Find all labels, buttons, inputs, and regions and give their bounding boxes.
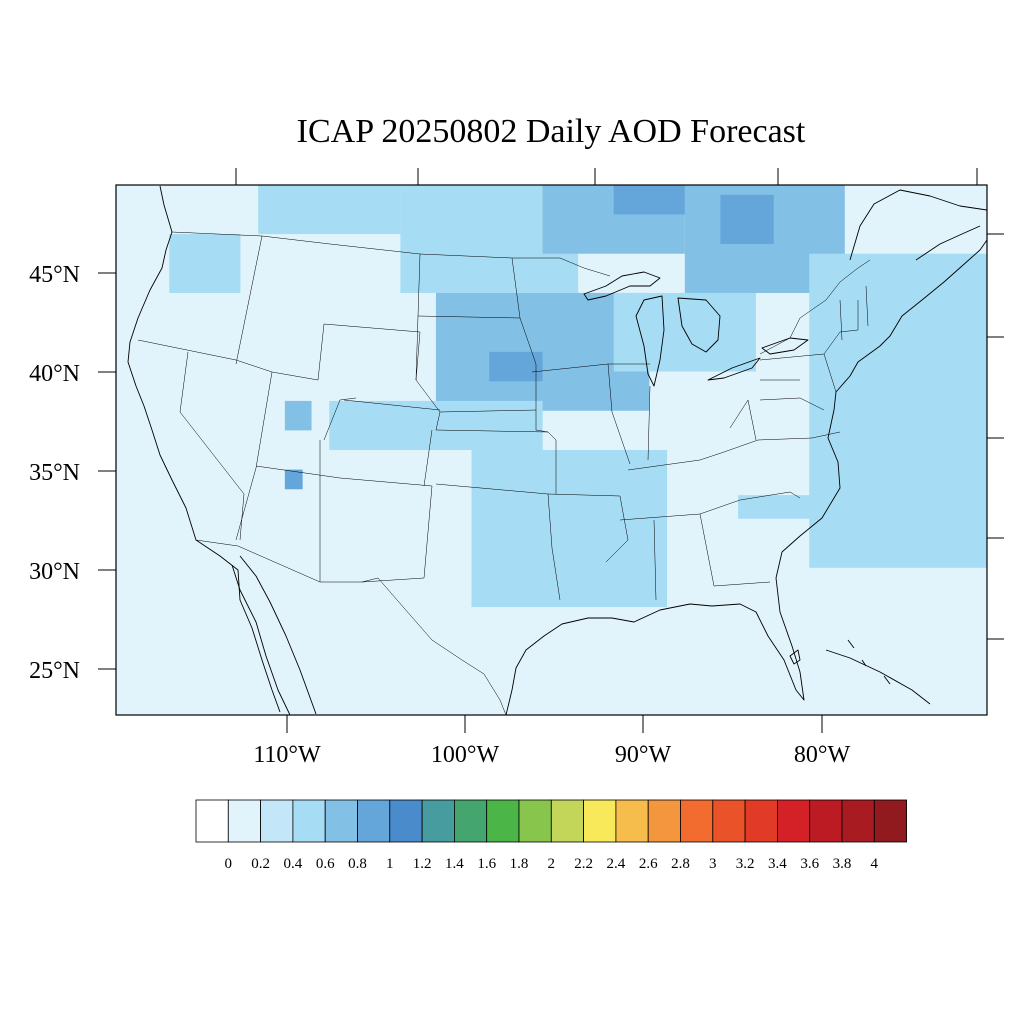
us-canada-border-east (759, 259, 871, 355)
colorbar-swatch-13 (615, 799, 649, 843)
colorbar-swatch-3 (292, 799, 326, 843)
aod-region-11 (284, 469, 303, 490)
aod-region-5 (613, 185, 685, 215)
colorbar-label-7: 1.4 (445, 856, 464, 872)
colorbar-label-3: 0.6 (316, 856, 335, 872)
mexico-west-coastline (239, 555, 317, 715)
aod-region-8 (613, 292, 756, 372)
colorbar-label-4: 0.8 (348, 856, 367, 872)
colorbar-swatch-6 (389, 799, 423, 843)
great-lakes-erie (707, 357, 761, 381)
cuba-coastline (825, 649, 931, 705)
colorbar-label-0: 0 (225, 856, 233, 872)
lon-label-110w: 110°W (253, 742, 321, 768)
canada-east-coast (849, 189, 987, 261)
coastlines (127, 185, 987, 715)
frame-ticks (235, 168, 1004, 640)
colorbar-label-15: 3 (709, 856, 717, 872)
great-lakes-michigan (635, 295, 665, 387)
colorbar-swatch-5 (357, 799, 391, 843)
colorbar-label-2: 0.4 (284, 856, 303, 872)
colorbar-swatch-4 (324, 799, 358, 843)
political-borders (137, 231, 871, 715)
colorbar-labels: 0 0.2 0.4 0.6 0.8 1 1.2 1.4 1.6 1.8 2 2.2 2.4 2.6 2.8 3… (225, 856, 879, 872)
latitude-labels: 45°N 40°N 35°N 30°N 25°N (29, 262, 116, 684)
west-coastline (127, 185, 281, 713)
map-panel: 45°N 40°N 35°N 30°N 25°N 110°W 100°W 90°… (29, 168, 1004, 768)
great-lakes-superior (583, 271, 661, 301)
florida-keys (789, 649, 801, 665)
map-title: ICAP 20250802 Daily AOD Forecast (297, 113, 806, 150)
colorbar-label-9: 1.8 (510, 856, 529, 872)
map-frame (115, 184, 988, 716)
aod-region-10 (284, 400, 312, 431)
colorbar-label-20: 4 (871, 856, 879, 872)
colorbar-swatch-7 (421, 799, 455, 843)
colorbar-swatch-15 (680, 799, 714, 843)
colorbar-swatch-14 (647, 799, 681, 843)
colorbar-label-16: 3.2 (736, 856, 755, 872)
colorbar-label-14: 2.8 (671, 856, 690, 872)
colorbar-label-8: 1.6 (477, 856, 496, 872)
us-mexico-border (195, 539, 507, 715)
lon-label-80w: 80°W (794, 742, 851, 768)
colorbar-label-11: 2.2 (574, 856, 593, 872)
colorbar-swatch-11 (550, 799, 584, 843)
colorbar-label-5: 1 (386, 856, 394, 872)
colorbar-label-12: 2.4 (607, 856, 626, 872)
aod-region-15 (809, 253, 987, 568)
colorbar-swatch-0 (195, 799, 229, 843)
colorbar-swatch-10 (518, 799, 552, 843)
colorbar-swatch-17 (744, 799, 778, 843)
lat-label-40: 40°N (29, 361, 80, 387)
colorbar-label-10: 2 (548, 856, 556, 872)
colorbar-swatch-19 (809, 799, 843, 843)
lat-label-25: 25°N (29, 658, 80, 684)
colorbar-label-6: 1.2 (413, 856, 432, 872)
colorbar-swatch-9 (486, 799, 520, 843)
aod-region-7 (489, 351, 543, 382)
aod-field (169, 185, 987, 608)
longitude-labels: 110°W 100°W 90°W 80°W (253, 715, 850, 768)
colorbar-swatch-20 (841, 799, 875, 843)
colorbar-swatch-21 (873, 799, 907, 843)
colorbar-label-1: 0.2 (251, 856, 270, 872)
aod-region-9 (329, 400, 543, 450)
bahamas (847, 639, 891, 685)
baja-coastline (231, 564, 291, 715)
colorbar-swatch-1 (227, 799, 262, 843)
state-borders-east (619, 285, 869, 601)
aod-region-0 (258, 185, 401, 235)
colorbar-swatch-18 (777, 799, 811, 843)
aod-region-12 (471, 450, 668, 608)
colorbar-label-19: 3.8 (833, 856, 852, 872)
colorbar-swatch-16 (712, 799, 746, 843)
lat-label-35: 35°N (29, 460, 80, 486)
lat-label-30: 30°N (29, 559, 80, 585)
colorbar-swatch-2 (260, 799, 294, 843)
lat-label-45: 45°N (29, 262, 80, 288)
great-lakes-huron (677, 297, 721, 353)
colorbar-label-13: 2.6 (639, 856, 658, 872)
colorbar (195, 799, 907, 843)
gulf-coastline (505, 239, 987, 715)
aod-region-4 (720, 194, 774, 244)
colorbar-swatch-8 (453, 799, 488, 843)
state-borders-west (137, 235, 549, 583)
colorbar-label-18: 3.6 (800, 856, 819, 872)
lon-label-100w: 100°W (431, 742, 500, 768)
lon-label-90w: 90°W (615, 742, 672, 768)
aod-region-14 (169, 234, 241, 293)
colorbar-label-17: 3.4 (768, 856, 787, 872)
state-borders-central (415, 253, 651, 601)
nova-scotia (915, 225, 981, 261)
great-lakes-ontario (761, 337, 809, 355)
colorbar-swatch-12 (583, 799, 617, 843)
